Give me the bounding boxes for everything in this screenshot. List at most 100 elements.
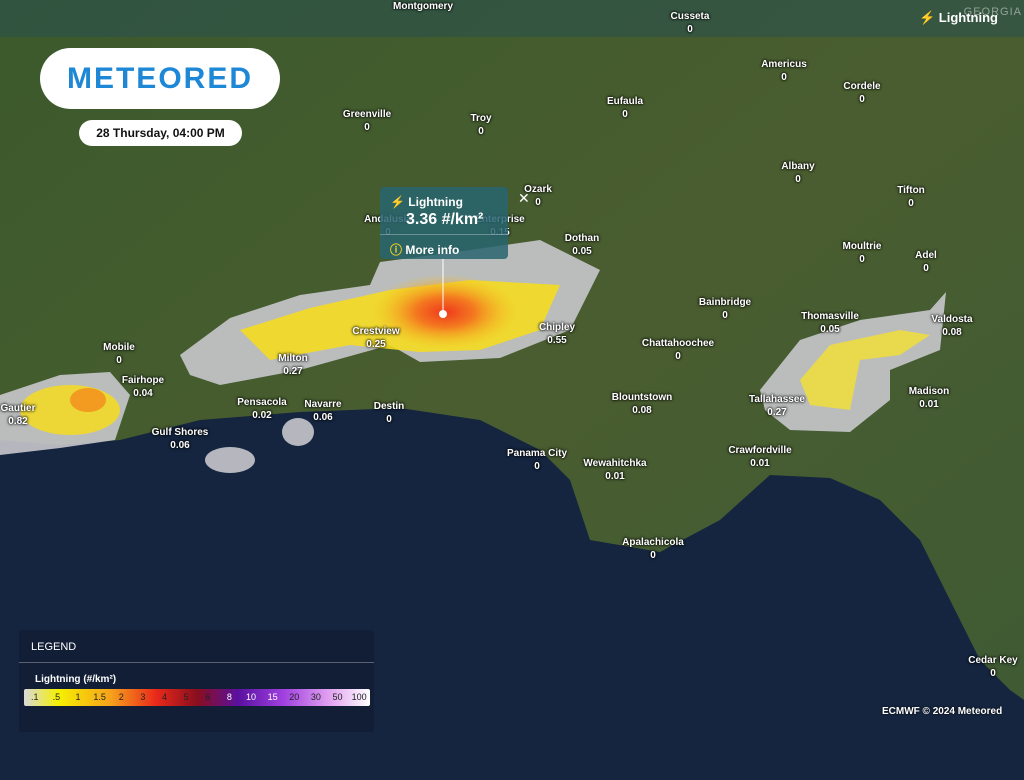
city-label: Eufaula 0	[607, 95, 643, 121]
city-value: 0.01	[605, 471, 625, 482]
city-name: Dothan	[564, 233, 600, 244]
city-label: Wewahitchka 0.01	[583, 457, 646, 483]
top-bar: GEORGIA ⚡ Lightning	[0, 0, 1024, 37]
city-name: Montgomery	[393, 1, 453, 12]
city-label: Cedar Key 0	[968, 654, 1017, 680]
legend-scale	[24, 689, 370, 706]
city-label: Albany 0	[781, 160, 814, 186]
city-value: 0	[687, 24, 693, 35]
close-button[interactable]: ✕	[518, 190, 530, 206]
city-label: Chattahoochee 0	[642, 337, 714, 363]
city-value: 0	[781, 72, 787, 83]
city-label: Tallahassee 0.27	[749, 393, 805, 419]
city-name: Bainbridge	[698, 297, 752, 308]
city-name: Gulf Shores	[151, 427, 209, 438]
legend-label: 4	[162, 692, 168, 702]
city-value: 0.01	[750, 458, 770, 469]
city-value: 0	[859, 254, 865, 265]
city-value: 0.08	[632, 405, 652, 416]
city-name: Cedar Key	[968, 655, 1018, 666]
city-name: Ozark	[524, 184, 552, 195]
city-name: Tallahassee	[749, 394, 805, 405]
legend-label: 3	[140, 692, 146, 702]
city-value: 0.27	[283, 366, 303, 377]
city-name: Valdosta	[931, 314, 973, 325]
city-label: Valdosta 0.08	[931, 313, 972, 339]
city-value: 0	[535, 197, 541, 208]
city-value: 0.82	[8, 416, 28, 427]
city-name: Fairhope	[121, 375, 165, 386]
city-label: Crestview 0.25	[352, 325, 399, 351]
city-value: 0.08	[942, 327, 962, 338]
city-label: Tifton 0	[897, 184, 925, 210]
legend-label: 1	[75, 692, 81, 702]
city-label: Troy 0	[470, 112, 491, 138]
city-name: Americus	[761, 59, 807, 70]
city-value: 0	[386, 414, 392, 425]
city-label: Montgomery	[393, 0, 453, 13]
city-label: Blountstown 0.08	[612, 391, 673, 417]
city-name: Chattahoochee	[641, 338, 715, 349]
city-value: 0	[364, 122, 370, 133]
city-name: Thomasville	[801, 311, 859, 322]
city-value: 0	[990, 668, 996, 679]
city-value: 0.04	[133, 388, 153, 399]
city-name: Crawfordville	[728, 445, 792, 456]
city-label: Adel 0	[915, 249, 937, 275]
city-value: 0	[622, 109, 628, 120]
popup: ⚡ Lightning 3.36 #/km² ⓘ More info ✕	[380, 187, 530, 259]
city-value: 0.02	[252, 410, 272, 421]
time-pill[interactable]: 28 Thursday, 04:00 PM	[79, 120, 242, 146]
city-name: Chipley	[538, 322, 576, 333]
city-label: Pensacola 0.02	[237, 396, 286, 422]
city-name: Madison	[908, 386, 950, 397]
credit: ECMWF © 2024 Meteored	[882, 706, 1003, 717]
popup-dot	[439, 310, 447, 318]
legend-label: 15	[267, 692, 278, 702]
popup-value: 3.36 #/km²	[406, 211, 484, 228]
city-name: Crestview	[352, 326, 400, 337]
city-name: Milton	[278, 353, 308, 364]
city-name: Apalachicola	[622, 537, 684, 548]
legend-label: 20	[289, 692, 300, 702]
region-label: GEORGIA	[963, 6, 1022, 18]
city-label: Apalachicola 0	[622, 536, 684, 562]
city-name: Tifton	[897, 185, 925, 196]
city-label: Americus 0	[761, 58, 807, 84]
city-label: Gulf Shores 0.06	[152, 426, 209, 452]
city-label: Ozark 0	[524, 183, 552, 209]
city-name: Navarre	[304, 399, 342, 410]
legend-label: 5	[183, 692, 189, 702]
legend-label: 6	[205, 692, 211, 702]
city-value: 0.27	[767, 407, 787, 418]
city-label: Cusseta 0	[671, 10, 710, 36]
layer-name: Lightning	[938, 10, 998, 25]
city-value: 0	[478, 126, 484, 137]
city-value: 0.55	[547, 335, 567, 346]
city-name: Destin	[373, 401, 405, 412]
city-value: 0	[859, 94, 865, 105]
city-name: Moultrie	[842, 241, 882, 252]
lightning-core	[70, 388, 106, 412]
city-name: Greenville	[342, 109, 392, 120]
logo[interactable]: METEORED	[40, 48, 280, 109]
city-name: Gautier	[0, 403, 36, 414]
city-label: Bainbridge 0	[699, 296, 751, 322]
city-value: 0	[908, 198, 914, 209]
legend-label: 50	[332, 692, 343, 702]
city-label: Fairhope 0.04	[122, 374, 164, 400]
city-value: 0	[534, 461, 540, 472]
layer-button[interactable]: ⚡ Lightning	[918, 10, 998, 25]
city-value: 0.05	[572, 246, 592, 257]
city-value: 0	[116, 355, 122, 366]
legend-label: 1.5	[93, 692, 106, 702]
city-label: Cordele 0	[843, 80, 880, 106]
popup-title: Lightning	[408, 195, 463, 209]
popup-link[interactable]: More info	[405, 243, 460, 257]
city-label: Thomasville 0.05	[801, 310, 859, 336]
city-name: Adel	[915, 250, 937, 261]
city-label: Moultrie 0	[843, 240, 882, 266]
city-value: 0.25	[366, 339, 386, 350]
city-label: Mobile 0	[103, 341, 135, 367]
